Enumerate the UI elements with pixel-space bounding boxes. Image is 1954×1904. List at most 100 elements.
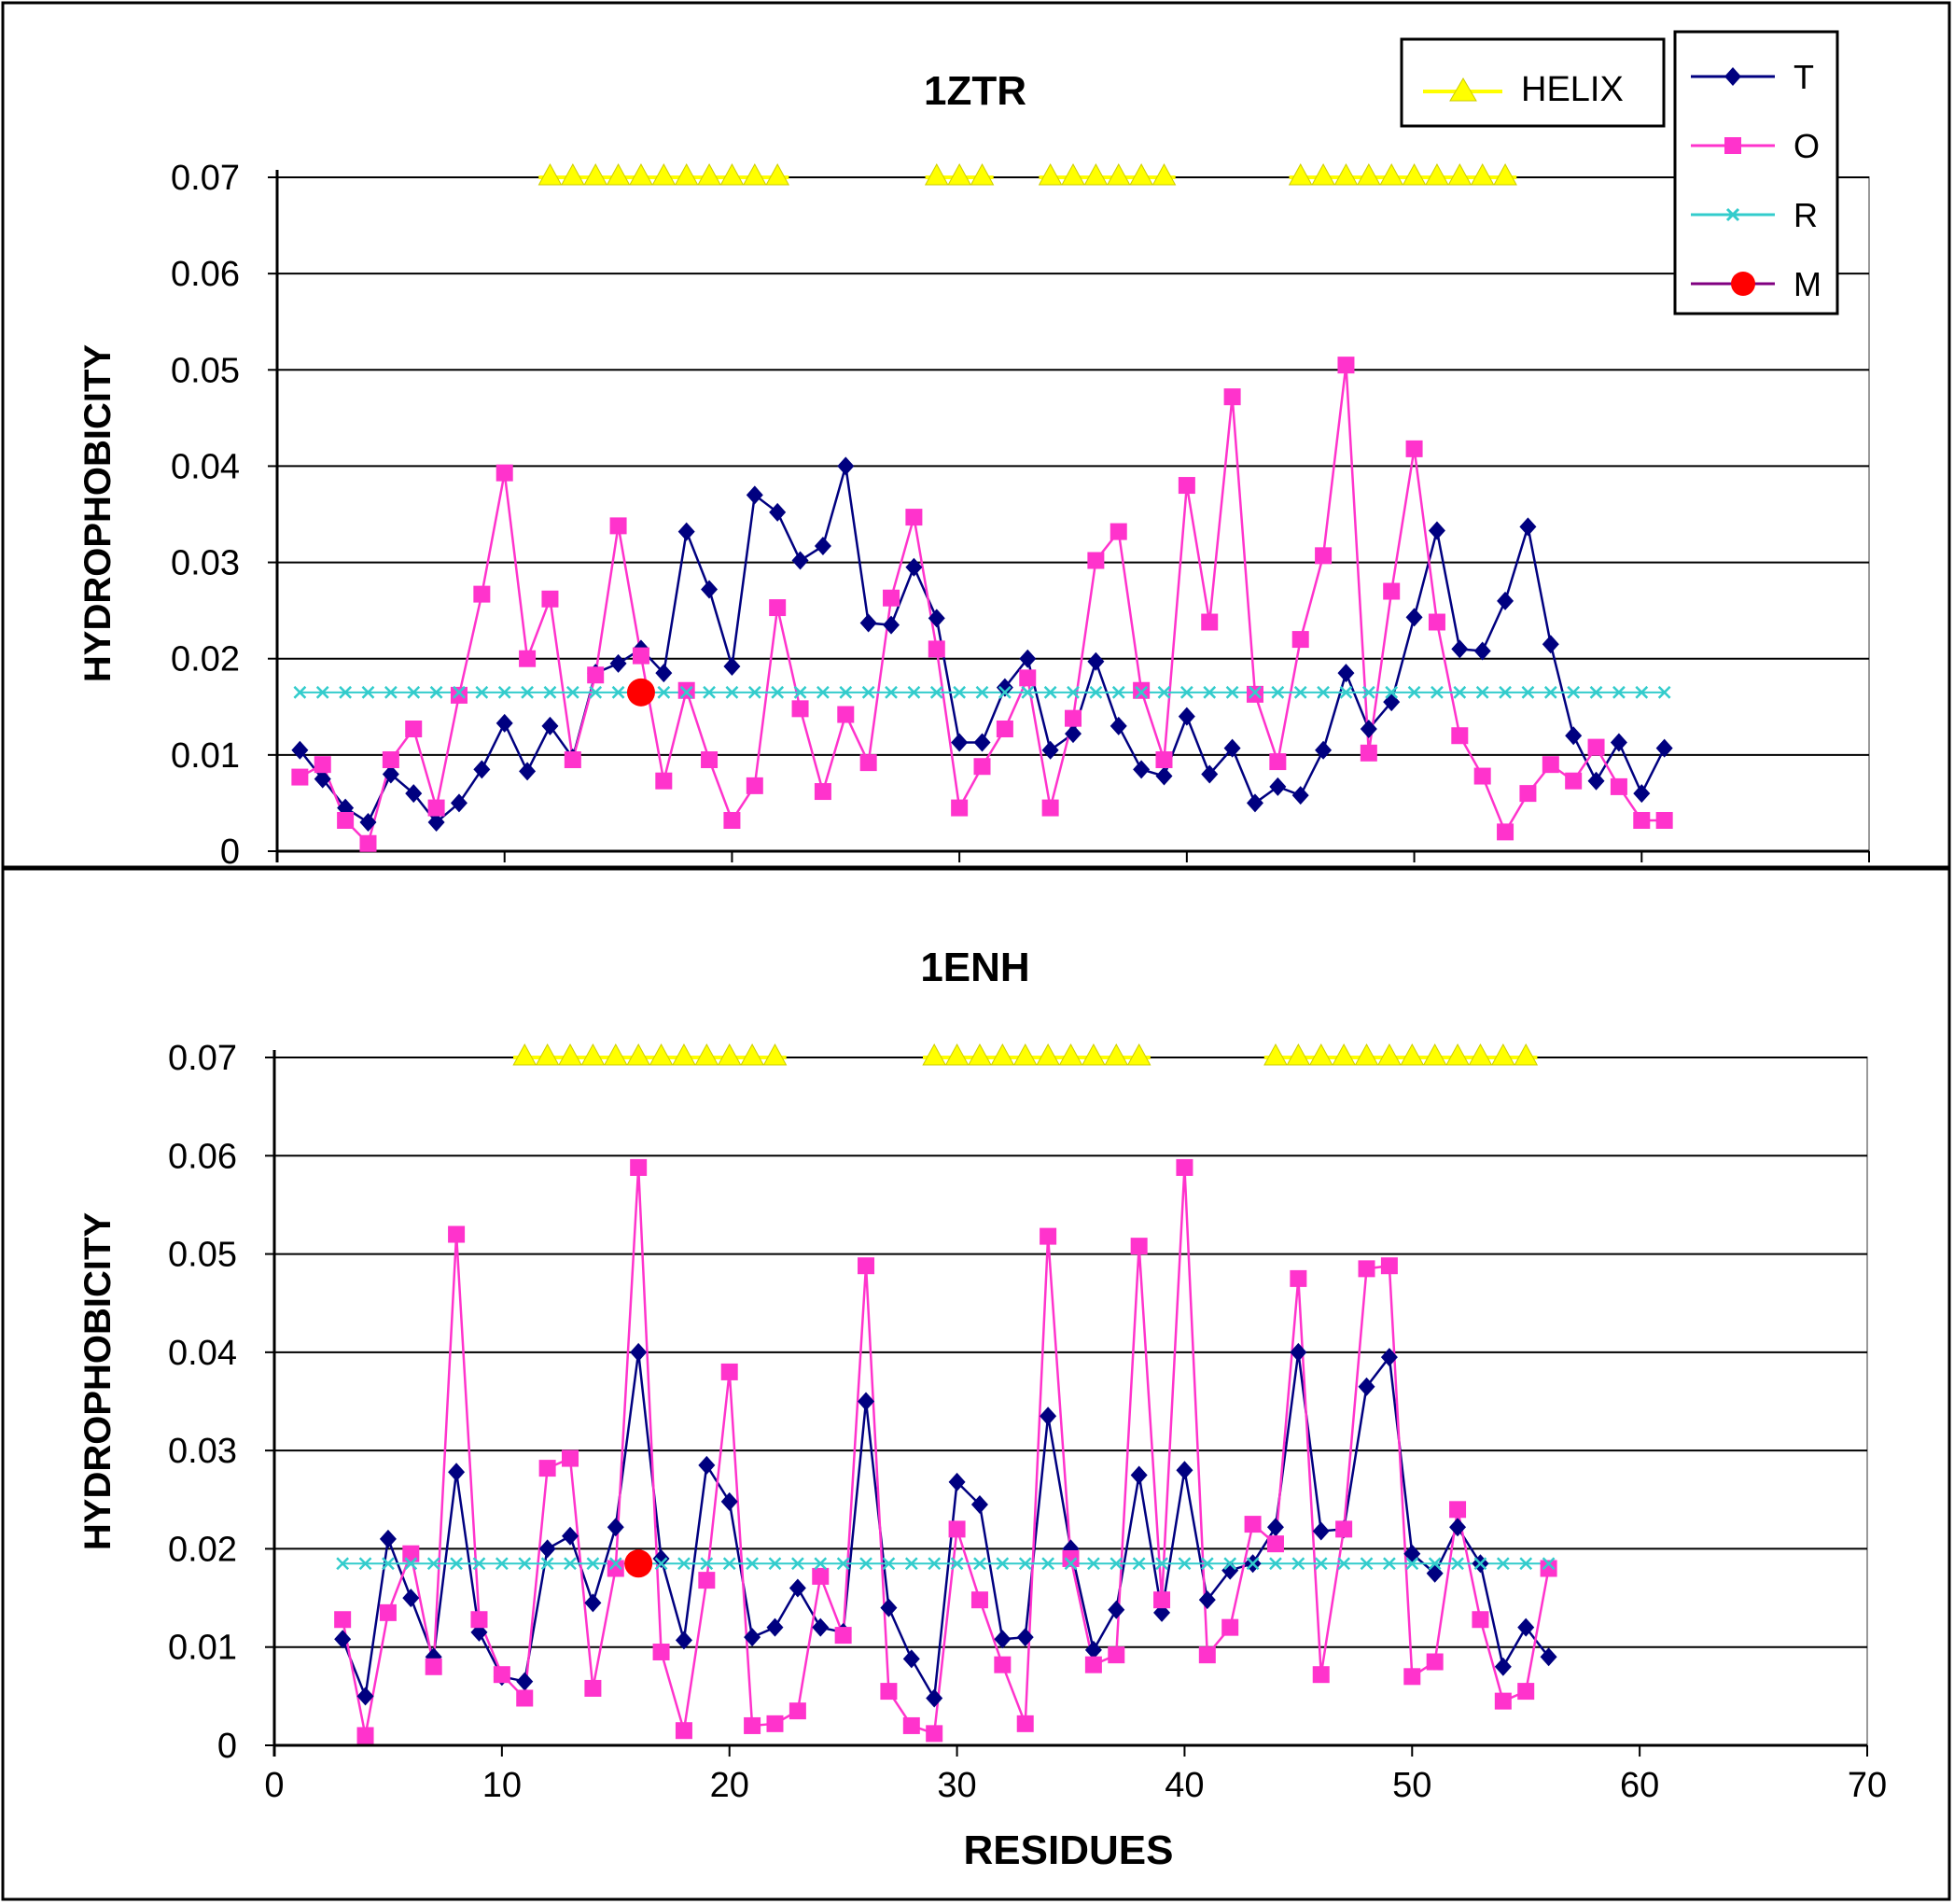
point-o (652, 1643, 670, 1660)
point-t (1016, 1628, 1034, 1647)
point-r (608, 1557, 622, 1571)
legend-marker-r (1725, 207, 1740, 222)
point-o (1244, 1516, 1262, 1533)
helix-marker (1311, 162, 1335, 186)
point-t (859, 613, 877, 633)
point-t (1133, 760, 1151, 779)
point-r (475, 685, 489, 699)
point-o (473, 585, 491, 603)
point-o (1655, 811, 1673, 829)
point-r (1246, 1557, 1260, 1571)
point-o (519, 650, 537, 667)
point-r (518, 1557, 532, 1571)
point-o (1633, 811, 1651, 829)
point-r (1589, 685, 1603, 699)
x-tick-label: 60 (1620, 1766, 1659, 1805)
point-o (1380, 1257, 1398, 1275)
point-o (1451, 727, 1469, 745)
point-t (1223, 738, 1241, 758)
point-t (1290, 1342, 1307, 1362)
helix-marker (512, 1043, 537, 1066)
point-t (1519, 517, 1537, 537)
helix-marker (672, 1043, 696, 1066)
helix-legend-marker (1449, 77, 1477, 102)
point-o (1041, 799, 1059, 817)
point-t (1428, 521, 1445, 540)
point-r (1475, 685, 1489, 699)
point-r (859, 1557, 872, 1571)
point-o (1087, 552, 1105, 569)
point-o (837, 706, 855, 723)
series-line-t (341, 1351, 1550, 1702)
point-r (1453, 685, 1467, 699)
point-r (565, 685, 579, 699)
y-axis-label: HYDROPHOBICITY (77, 1212, 119, 1551)
point-r (907, 685, 921, 699)
legend-label-r: R (1793, 196, 1818, 234)
point-r (1521, 685, 1535, 699)
point-o (1133, 681, 1151, 699)
point-t (1540, 1647, 1557, 1667)
point-t (814, 537, 831, 556)
point-r (725, 685, 739, 699)
helix-marker (1058, 1043, 1083, 1066)
helix-marker (922, 1043, 947, 1066)
point-r (1110, 1557, 1124, 1571)
point-r (1612, 685, 1626, 699)
point-o (973, 758, 991, 776)
helix-marker (1012, 1043, 1038, 1066)
x-tick-label: 10 (482, 1766, 522, 1805)
point-o (1269, 753, 1287, 771)
helix-marker (1447, 162, 1472, 186)
point-t (973, 733, 991, 752)
point-t (1108, 1600, 1125, 1619)
series-legend: T O R M (1673, 30, 1839, 315)
point-r (1291, 1557, 1305, 1571)
helix-marker (651, 162, 677, 186)
helix-marker (968, 1043, 992, 1066)
point-t (1065, 724, 1082, 744)
point-r (1200, 1557, 1214, 1571)
point-r (790, 1557, 804, 1571)
point-r (564, 1557, 577, 1571)
point-o (1155, 751, 1173, 769)
helix-marker (990, 1043, 1015, 1066)
point-r (1179, 685, 1193, 699)
point-r (1269, 1557, 1282, 1571)
point-r (1635, 685, 1649, 699)
helix-marker (1379, 162, 1404, 186)
point-o (359, 834, 377, 852)
point-r (679, 685, 693, 699)
point-r (1519, 1557, 1533, 1571)
point-t (291, 740, 309, 760)
helix-marker (558, 1043, 582, 1066)
point-r (793, 685, 807, 699)
point-r (1473, 1557, 1487, 1571)
legend-label-o: O (1793, 127, 1820, 165)
point-o (789, 1702, 806, 1720)
point-r (1499, 685, 1512, 699)
point-o (1198, 1646, 1216, 1664)
helix-marker (1333, 162, 1359, 186)
point-r (1360, 1557, 1374, 1571)
point-t (607, 1518, 624, 1537)
helix-marker (606, 162, 631, 186)
point-r (1407, 685, 1421, 699)
helix-marker (1126, 1043, 1151, 1066)
helix-marker (1400, 1043, 1425, 1066)
helix-marker (1490, 1043, 1515, 1066)
x-tick-label: 50 (1392, 1766, 1431, 1805)
legend-label-t: T (1793, 58, 1814, 96)
point-m (626, 678, 655, 707)
point-o (1315, 547, 1333, 565)
point-o (675, 1722, 692, 1740)
point-r (1543, 685, 1557, 699)
point-t (405, 784, 423, 804)
point-o (1221, 1618, 1239, 1636)
point-o (291, 768, 309, 786)
point-r (521, 685, 534, 699)
helix-marker (1082, 1043, 1106, 1066)
point-t (379, 1529, 397, 1548)
point-t (538, 1539, 556, 1559)
point-t (1198, 1590, 1216, 1610)
